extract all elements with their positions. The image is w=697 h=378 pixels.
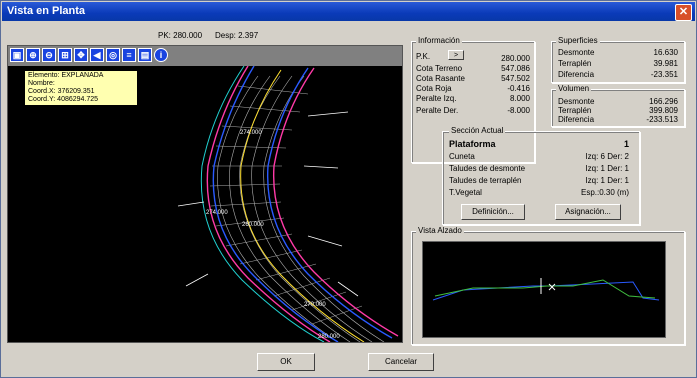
sup-desmonte-value: 16.630 [653, 48, 678, 57]
info-icon[interactable]: i [154, 48, 168, 62]
cota-terreno-label: Cota Terreno [416, 64, 463, 73]
pk-label: P.K. [416, 52, 431, 61]
pan-icon[interactable]: ✥ [74, 48, 88, 62]
alzado-title: Vista Alzado [416, 226, 464, 235]
superficies-title: Superficies [556, 36, 600, 45]
tvegetal-value: Esp.:0.30 (m) [580, 188, 629, 197]
peralte-der-value: -8.000 [507, 106, 530, 115]
taludes-desmonte-value: Izq: 1 Der: 1 [585, 164, 629, 173]
taludes-terraplen-label: Taludes de terraplén [449, 176, 522, 185]
cuneta-value: Izq: 6 Der: 2 [585, 152, 629, 161]
vol-terraplen-label: Terraplén [558, 106, 592, 115]
definicion-button[interactable]: Definición... [461, 204, 525, 220]
zoom-prev-icon[interactable]: ◀ [90, 48, 104, 62]
seccion-actual-group: Sección Actual Plataforma 1 Cuneta Izq: … [442, 126, 640, 225]
layers-icon[interactable]: ≡ [122, 48, 136, 62]
plan-label: 280.000 [318, 334, 340, 340]
cota-roja-label: Cota Roja [416, 84, 452, 93]
volumen-title: Volumen [556, 84, 592, 93]
seccion-title: Sección Actual [449, 126, 506, 135]
asignacion-button[interactable]: Asignación... [555, 204, 621, 220]
informacion-title: Información [416, 36, 462, 45]
peralte-izq-value: 8.000 [509, 94, 530, 103]
sup-desmonte-label: Desmonte [558, 48, 595, 57]
close-button[interactable]: ✕ [675, 4, 692, 21]
alzado-view[interactable] [422, 241, 666, 338]
vol-terraplen-value: 399.809 [649, 106, 678, 115]
tvegetal-label: T.Vegetal [449, 188, 482, 197]
vol-diferencia-label: Diferencia [558, 115, 595, 124]
zoom-window-icon[interactable]: ▣ [10, 48, 24, 62]
tooltip-name: Nombre: [28, 80, 55, 87]
plan-viewport[interactable]: 274.000 274.000 260.000 270.000 280.000 … [7, 45, 403, 343]
plan-label: 270.000 [304, 302, 326, 308]
taludes-terraplen-value: Izq: 1 Der: 1 [585, 176, 629, 185]
peralte-der-label: Peralte Der. [416, 106, 459, 115]
zoom-in-icon[interactable]: ⊕ [26, 48, 40, 62]
plan-label: 274.000 [240, 130, 262, 136]
plan-toolbar: ▣ ⊕ ⊖ ⊞ ✥ ◀ ◎ ≡ ▤ i [8, 46, 402, 66]
cota-rasante-value: 547.502 [501, 74, 530, 83]
zoom-all-icon[interactable]: ⊞ [58, 48, 72, 62]
sup-diferencia-value: -23.351 [650, 70, 678, 79]
vol-desmonte-label: Desmonte [558, 97, 595, 106]
sup-terraplen-value: 39.981 [653, 59, 678, 68]
print-icon[interactable]: ▤ [138, 48, 152, 62]
zoom-out-icon[interactable]: ⊖ [42, 48, 56, 62]
desp-status: Desp: 2.397 [215, 31, 259, 40]
tooltip-coord-x: Coord.X: 376209.351 [28, 88, 95, 95]
ok-button[interactable]: OK [257, 353, 315, 371]
title-bar[interactable]: Vista en Planta ✕ [2, 2, 695, 21]
element-tooltip: Elemento: EXPLANADA Nombre: Coord.X: 376… [24, 70, 138, 106]
taludes-desmonte-label: Taludes de desmonte [449, 164, 526, 173]
plan-drawing: 274.000 274.000 260.000 270.000 280.000 [177, 65, 399, 342]
cota-roja-value: -0.416 [507, 84, 530, 93]
volumen-group: Volumen Desmonte 166.296 Terraplén 399.8… [551, 84, 685, 127]
window-title: Vista en Planta [7, 5, 86, 17]
pk-next-button[interactable]: > [448, 50, 464, 60]
zoom-extent-icon[interactable]: ◎ [106, 48, 120, 62]
plan-label: 260.000 [242, 222, 264, 228]
sup-terraplen-label: Terraplén [558, 59, 592, 68]
plataforma-label: Plataforma [449, 139, 496, 149]
tooltip-coord-y: Coord.Y: 4086294.725 [28, 96, 99, 103]
plan-label: 274.000 [206, 210, 228, 216]
vol-diferencia-value: -233.513 [646, 115, 678, 124]
informacion-group: Información P.K. > 280.000 Cota Terreno … [411, 36, 535, 163]
vol-desmonte-value: 166.296 [649, 97, 678, 106]
plataforma-value: 1 [623, 139, 629, 149]
pk-status: PK: 280.000 [158, 31, 203, 40]
superficies-group: Superficies Desmonte 16.630 Terraplén 39… [551, 36, 685, 83]
pk-value: 280.000 [501, 54, 530, 63]
peralte-izq-label: Peralte Izq. [416, 94, 457, 103]
sup-diferencia-label: Diferencia [558, 70, 595, 79]
cuneta-label: Cuneta [449, 152, 475, 161]
cota-terreno-value: 547.086 [501, 64, 530, 73]
tooltip-element: Elemento: EXPLANADA [28, 72, 104, 79]
cancel-button[interactable]: Cancelar [368, 353, 434, 371]
cota-rasante-label: Cota Rasante [416, 74, 465, 83]
vista-alzado-group: Vista Alzado [411, 226, 685, 345]
alzado-drawing [432, 278, 660, 301]
